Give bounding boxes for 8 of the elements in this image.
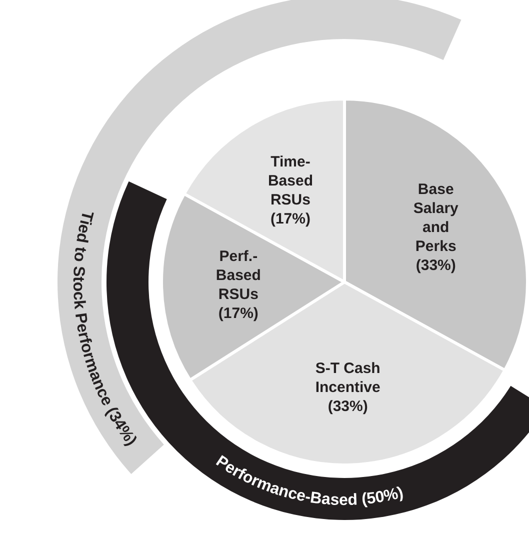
slice-label: S-T Cash Incentive bbox=[315, 360, 380, 396]
data-label: (33%) bbox=[416, 257, 456, 274]
data-label: (17%) bbox=[270, 210, 310, 228]
slice-label: Base Salary and Perks bbox=[413, 181, 460, 256]
slice-label: Time-Based RSUs bbox=[268, 153, 313, 208]
slice-label: Perf.-Based RSUs bbox=[216, 248, 261, 303]
data-label: (33%) bbox=[328, 398, 368, 416]
data-label: (17%) bbox=[218, 304, 258, 322]
